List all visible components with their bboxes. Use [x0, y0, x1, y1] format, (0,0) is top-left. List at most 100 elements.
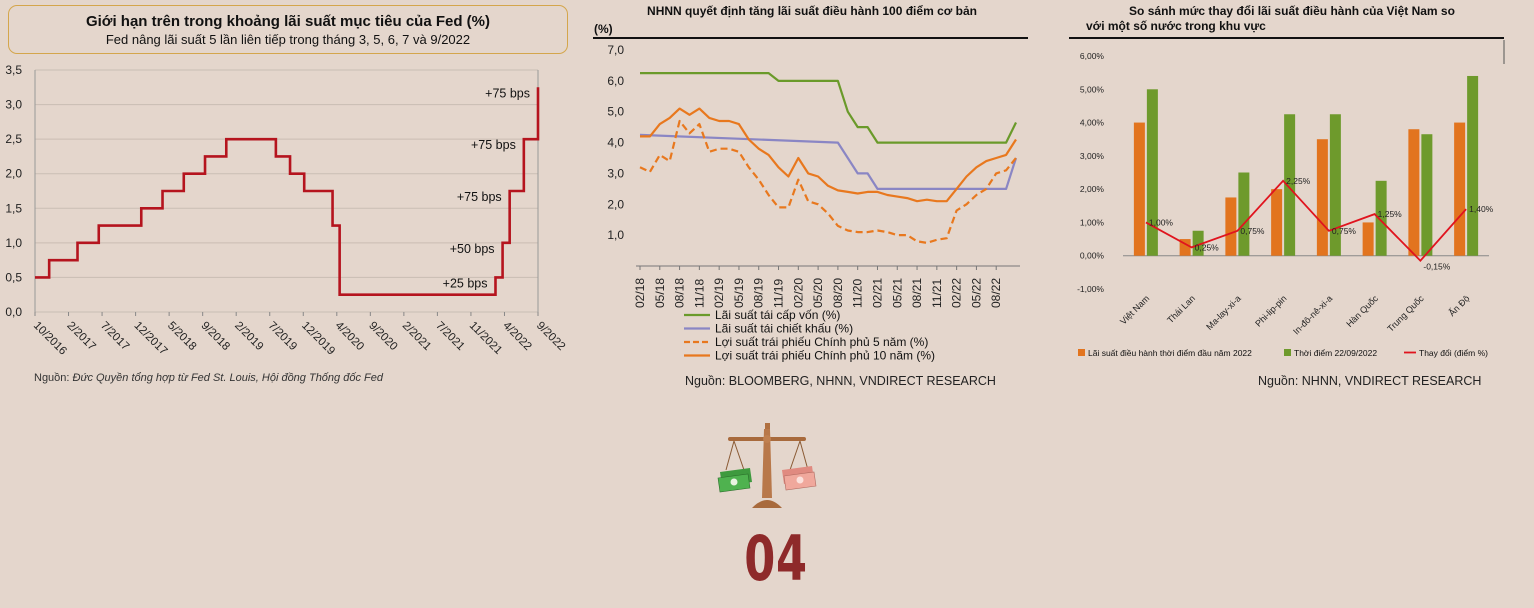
y-tick-label: 2,0 — [5, 167, 22, 181]
category-label: Phi-lip-pin — [1253, 293, 1288, 328]
scale-with-money-icon — [717, 423, 817, 508]
y-tick-label: 4,00% — [1080, 118, 1105, 128]
x-tick-label: 2/2017 — [64, 320, 97, 353]
x-tick-label: 4/2020 — [333, 320, 366, 353]
y-tick-label: 1,00% — [1080, 217, 1105, 227]
category-label: In-đô-nê-xi-a — [1291, 293, 1334, 336]
bar-start-2022 — [1225, 197, 1237, 256]
sbv-rate-chart: (%) 7,0 6,0 5,0 4,0 3,0 2,0 1,0 02/18 05/18 08/18 1… — [593, 22, 1028, 363]
hike-annotation: +75 bps — [457, 190, 502, 204]
bar-22-09-2022 — [1329, 114, 1341, 256]
x-tick-label: 05/21 — [890, 278, 904, 308]
category-label: Việt Nam — [1118, 293, 1151, 326]
y-tick-label: 2,0 — [607, 197, 624, 211]
x-tick-label: 08/20 — [831, 278, 845, 308]
change-data-label: 1,25% — [1378, 209, 1403, 219]
sbv-rate-panel: NHNN quyết định tăng lãi suất điều hành … — [588, 0, 1036, 400]
x-tick-label: 02/21 — [870, 278, 884, 308]
category-label: Ấn Độ — [1447, 293, 1472, 318]
x-tick-label: 05/22 — [969, 278, 983, 308]
y-tick-label: 6,00% — [1080, 51, 1105, 61]
bar-22-09-2022 — [1467, 75, 1479, 256]
y-tick-label: 3,00% — [1080, 151, 1105, 161]
x-tick-label: 05/20 — [811, 278, 825, 308]
y-tick-label: 3,0 — [607, 166, 624, 180]
change-data-label: 2,25% — [1286, 176, 1311, 186]
sbv-chart-source: Nguồn: BLOOMBERG, NHNN, VNDIRECT RESEARC… — [685, 374, 996, 388]
bar-start-2022 — [1408, 129, 1420, 256]
x-tick-label: 11/19 — [772, 279, 786, 308]
bar-22-09-2022 — [1421, 134, 1433, 256]
bar-22-09-2022 — [1284, 114, 1296, 256]
fed-chart-title: Giới hạn trên trong khoảng lãi suất mục … — [85, 13, 491, 30]
category-label: Hàn Quốc — [1344, 293, 1380, 329]
bar-22-09-2022 — [1238, 172, 1250, 256]
x-tick-label: 08/19 — [752, 278, 766, 308]
series-line — [640, 107, 1017, 203]
y-tick-label: 6,0 — [607, 74, 624, 88]
legend-swatch — [1078, 349, 1085, 356]
x-tick-label: 7/2019 — [266, 320, 299, 353]
series-line — [640, 72, 1017, 144]
legend-label: Lợi suất trái phiếu Chính phủ 10 năm (%) — [715, 349, 935, 363]
legend-swatch — [1284, 349, 1291, 356]
y-tick-label: 1,5 — [5, 201, 22, 215]
legend-label: Lãi suất tái cấp vốn (%) — [715, 308, 840, 322]
legend-label: Lãi suất điều hành thời điểm đầu năm 202… — [1088, 348, 1252, 358]
legend-label: Thay đổi (điểm %) — [1419, 348, 1488, 358]
series-line — [639, 119, 1017, 244]
change-data-label: 0,75% — [1332, 226, 1357, 236]
x-tick-label: 5/2018 — [165, 320, 198, 353]
change-line — [1145, 179, 1467, 263]
fed-rate-panel: Giới hạn trên trong khoảng lãi suất mục … — [0, 0, 575, 400]
page-number: 04 — [744, 522, 808, 595]
y-tick-label: 1,0 — [5, 236, 22, 250]
y-tick-label: 0,0 — [5, 305, 22, 319]
bar-start-2022 — [1454, 122, 1466, 256]
x-tick-label: 2/2019 — [232, 320, 265, 353]
region-chart-source: Nguồn: NHNN, VNDIRECT RESEARCH — [1258, 374, 1482, 388]
series-line — [639, 133, 1018, 190]
category-label: Thái Lan — [1165, 293, 1197, 325]
bar-start-2022 — [1179, 239, 1191, 256]
bar-22-09-2022 — [1192, 230, 1204, 256]
region-title-line2: với một số nước trong khu vực — [1086, 19, 1266, 33]
x-tick-label: 12/2017 — [131, 320, 169, 358]
hike-annotation: +75 bps — [471, 138, 516, 152]
fed-source-text: Đức Quyền tổng hợp từ Fed St. Louis, Hội… — [72, 372, 383, 384]
x-tick-label: 02/19 — [712, 278, 726, 308]
x-tick-label: 05/18 — [653, 278, 667, 308]
x-tick-label: 7/2017 — [98, 320, 131, 353]
fed-source-prefix: Nguồn: — [34, 372, 73, 384]
x-tick-label: 08/18 — [673, 278, 687, 308]
x-tick-label: 7/2021 — [433, 320, 466, 353]
legend-label: Thời điểm 22/09/2022 — [1294, 348, 1377, 358]
y-tick-label: 4,0 — [607, 136, 624, 150]
x-tick-label: 02/20 — [791, 278, 805, 308]
fed-rate-series — [35, 87, 540, 297]
fed-chart-title-box: Giới hạn trên trong khoảng lãi suất mục … — [8, 5, 568, 54]
hike-annotation: +50 bps — [450, 242, 495, 256]
hike-annotation: +75 bps — [485, 86, 530, 100]
y-tick-label: 3,0 — [5, 98, 22, 112]
x-tick-label: 02/18 — [633, 278, 647, 308]
x-tick-label: 9/2018 — [199, 320, 232, 353]
change-data-label: 1,40% — [1469, 204, 1494, 214]
x-tick-label: 02/22 — [950, 278, 964, 308]
y-tick-label: -1,00% — [1077, 284, 1104, 294]
fed-chart-source: Nguồn: Đức Quyền tổng hợp từ Fed St. Lou… — [34, 372, 383, 384]
bar-start-2022 — [1362, 222, 1374, 256]
x-tick-label: 4/2022 — [500, 320, 533, 353]
change-data-label: 0,75% — [1240, 226, 1265, 236]
y-tick-label: 5,00% — [1080, 84, 1105, 94]
bar-start-2022 — [1316, 139, 1328, 256]
y-tick-label: 2,00% — [1080, 184, 1105, 194]
x-tick-label: 10/2016 — [31, 320, 69, 358]
y-tick-label: 2,5 — [5, 132, 22, 146]
x-tick-label: 05/19 — [732, 278, 746, 308]
x-tick-label: 08/21 — [910, 278, 924, 308]
x-tick-label: 9/2020 — [366, 320, 399, 353]
bar-start-2022 — [1133, 122, 1145, 256]
legend-label: Lợi suất trái phiếu Chính phủ 5 năm (%) — [715, 335, 928, 349]
x-tick-label: 11/20 — [851, 279, 865, 308]
